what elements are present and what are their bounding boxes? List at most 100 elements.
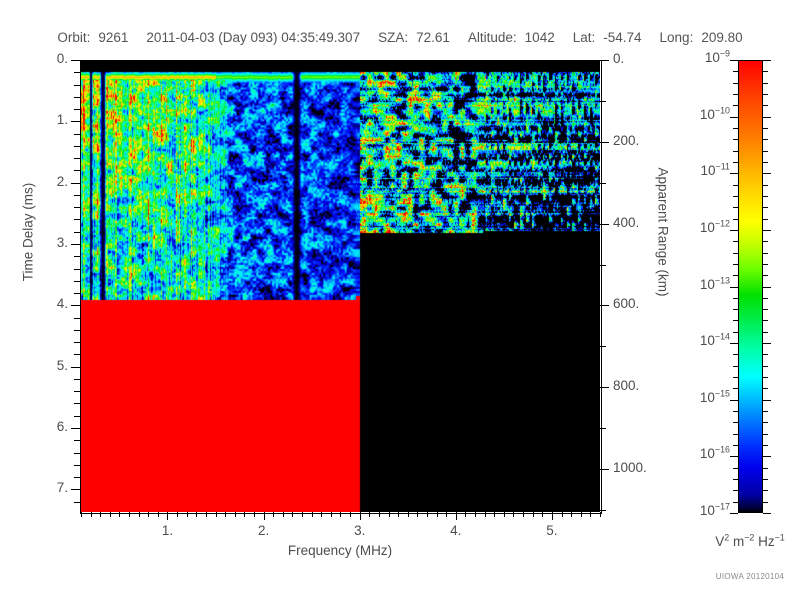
cbar-tick-minor	[733, 388, 738, 389]
x-tick-minor	[216, 512, 217, 517]
cbar-tick-minor	[763, 71, 768, 72]
y-tick-label: 6.	[56, 418, 68, 434]
x-tick-minor	[590, 512, 591, 517]
y-tick-minor	[74, 453, 80, 454]
x-tick-minor	[571, 512, 572, 517]
yr-tick-major	[600, 469, 609, 470]
cbar-tick-minor	[763, 445, 768, 446]
x-tick-minor	[292, 512, 293, 517]
x-tick-minor	[437, 512, 438, 517]
cbar-tick-minor	[733, 434, 738, 435]
yr-tick-major	[600, 60, 609, 61]
cbar-tick-major	[763, 173, 771, 174]
x-tick-label: 5.	[546, 523, 558, 538]
y-tick-minor	[74, 158, 80, 159]
cbar-tick-major	[763, 513, 771, 514]
cbar-tick-minor	[733, 445, 738, 446]
yr-tick-label: 200.	[613, 132, 640, 148]
y-tick-major	[71, 489, 80, 490]
cbar-tick-minor	[763, 479, 768, 480]
x-tick-minor	[312, 512, 313, 517]
yr-tick-minor	[600, 265, 606, 266]
y-tick-major	[71, 428, 80, 429]
x-tick-minor	[446, 512, 447, 517]
cbar-tick-major	[730, 117, 738, 118]
cbar-tick-major	[763, 400, 771, 401]
altitude-label: Altitude:	[467, 30, 517, 45]
x-tick-minor	[196, 512, 197, 517]
colorbar-gradient	[738, 60, 763, 513]
x-tick-label: 3.	[354, 523, 366, 538]
y-tick-label: 3.	[56, 234, 68, 250]
x-tick-minor	[235, 512, 236, 517]
y-tick-minor	[74, 293, 80, 294]
y-tick-minor	[74, 85, 80, 86]
x-tick-minor	[273, 512, 274, 517]
y-tick-major	[71, 244, 80, 245]
cbar-tick-minor	[763, 207, 768, 208]
y-tick-minor	[74, 440, 80, 441]
yr-tick-minor	[600, 510, 606, 511]
cbar-tick-minor	[763, 354, 768, 355]
cbar-tick-minor	[733, 366, 738, 367]
x-tick-minor	[225, 512, 226, 517]
y-tick-minor	[74, 109, 80, 110]
cbar-tick-minor	[733, 185, 738, 186]
cbar-tick-minor	[733, 196, 738, 197]
lat-value: -54.74	[603, 30, 642, 45]
yr-tick-major	[600, 305, 609, 306]
x-tick-minor	[581, 512, 582, 517]
cbar-tick-minor	[763, 332, 768, 333]
long-label: Long:	[659, 30, 694, 45]
yr-tick-minor	[600, 428, 606, 429]
long-value: 209.80	[701, 30, 743, 45]
x-tick-minor	[389, 512, 390, 517]
y-tick-minor	[74, 416, 80, 417]
cbar-tick-minor	[763, 320, 768, 321]
cbar-tick-label: 10−14	[699, 331, 730, 349]
y-tick-minor	[74, 403, 80, 404]
y-tick-label: 1.	[56, 112, 68, 128]
x-tick-minor	[465, 512, 466, 517]
y-tick-minor	[74, 269, 80, 270]
y-tick-minor	[74, 342, 80, 343]
cbar-tick-major	[763, 287, 771, 288]
cbar-tick-minor	[763, 83, 768, 84]
x-tick-minor	[369, 512, 370, 517]
cbar-tick-minor	[733, 422, 738, 423]
x-tick-minor	[427, 512, 428, 517]
x-tick-minor	[119, 512, 120, 517]
cbar-tick-minor	[733, 309, 738, 310]
y-axis-left-title: Time Delay (ms)	[20, 182, 36, 282]
x-tick-label: 1.	[161, 523, 174, 538]
cbar-tick-minor	[733, 275, 738, 276]
y-tick-minor	[74, 477, 80, 478]
x-tick-major	[167, 512, 168, 520]
x-tick-minor	[331, 512, 332, 517]
sza-label: SZA:	[378, 30, 409, 45]
y-tick-minor	[74, 134, 80, 135]
y-tick-label: 7.	[56, 480, 68, 496]
cbar-tick-label: 10−13	[699, 275, 730, 292]
cbar-tick-minor	[763, 502, 768, 503]
x-tick-major	[264, 512, 265, 520]
x-tick-major	[360, 512, 361, 520]
yr-tick-major	[600, 387, 609, 388]
cbar-tick-minor	[763, 162, 768, 163]
sza-value: 72.61	[416, 30, 450, 45]
yr-tick-major	[600, 224, 609, 225]
cbar-tick-major	[730, 343, 738, 344]
cbar-tick-label: 10−11	[700, 161, 730, 179]
x-tick-minor	[187, 512, 188, 517]
cbar-tick-minor	[763, 275, 768, 276]
x-tick-minor	[110, 512, 111, 517]
y-tick-minor	[74, 72, 80, 73]
x-tick-minor	[129, 512, 130, 517]
x-tick-minor	[321, 512, 322, 517]
cbar-tick-major	[730, 456, 738, 457]
x-tick-minor	[254, 512, 255, 517]
x-tick-label: 2.	[257, 523, 270, 538]
cbar-tick-minor	[763, 377, 768, 378]
y-tick-major	[71, 60, 80, 61]
x-tick-minor	[504, 512, 505, 517]
